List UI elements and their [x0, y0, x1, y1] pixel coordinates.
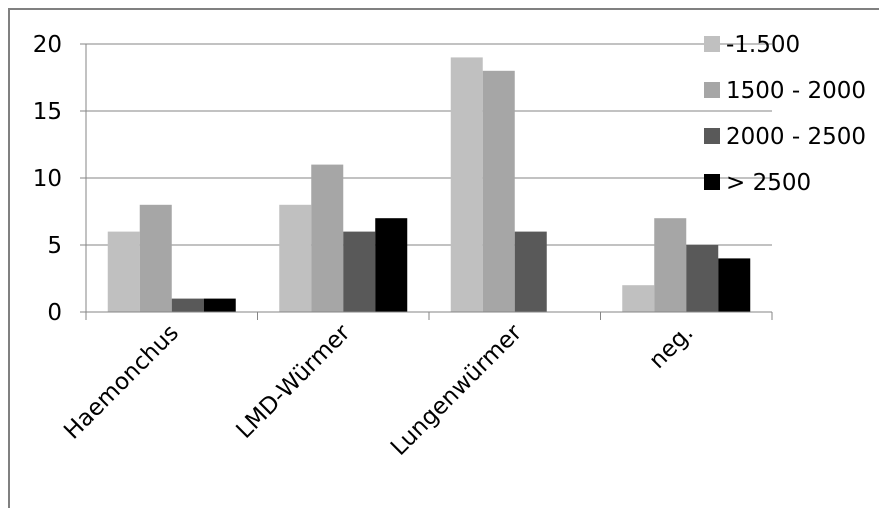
bar [514, 231, 547, 312]
legend-label: 2000 - 2500 [726, 124, 866, 150]
bar [279, 204, 312, 312]
bar [343, 231, 376, 312]
y-tick-label: 10 [33, 166, 62, 192]
bar [718, 258, 751, 312]
y-tick-label: 20 [33, 32, 62, 58]
x-category-label: LMD-Würmer [232, 319, 356, 443]
x-category-label: Haemonchus [59, 320, 184, 445]
bar [482, 70, 515, 312]
y-tick-label: 5 [47, 233, 62, 259]
legend: -1.500 1500 - 2000 2000 - 2500 > 2500 [704, 32, 866, 196]
legend-swatch [704, 174, 720, 190]
y-tick-label: 15 [33, 99, 62, 125]
bar [139, 204, 172, 312]
legend-label: > 2500 [726, 170, 811, 196]
legend-label: 1500 - 2000 [726, 78, 866, 104]
legend-label: -1.500 [726, 32, 800, 58]
bar [311, 164, 344, 312]
x-category-label: Lungenwürmer [386, 319, 527, 460]
bar [686, 245, 719, 312]
bar [375, 218, 408, 312]
legend-swatch [704, 128, 720, 144]
y-tick-label: 0 [47, 300, 62, 326]
bar [654, 218, 687, 312]
gridlines [86, 43, 772, 246]
x-category-label: neg. [644, 320, 698, 374]
bar [450, 57, 483, 313]
bar [622, 285, 655, 312]
legend-swatch [704, 36, 720, 52]
bars [107, 57, 751, 313]
bar [171, 298, 204, 312]
bar [107, 231, 140, 312]
bar [203, 298, 236, 312]
legend-swatch [704, 82, 720, 98]
